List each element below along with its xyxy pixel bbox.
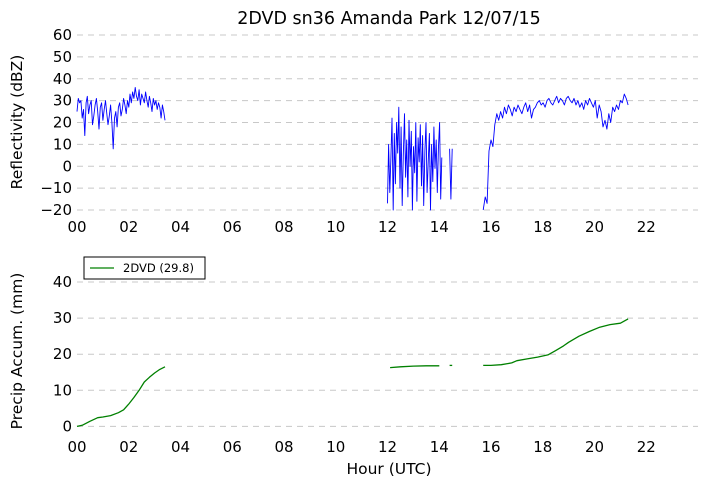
precip-line-segment bbox=[76, 366, 166, 428]
chart-title: 2DVD sn36 Amanda Park 12/07/15 bbox=[237, 9, 541, 29]
reflectivity-x-tick-label: 04 bbox=[171, 218, 190, 236]
reflectivity-x-tick-label: 00 bbox=[67, 218, 86, 236]
precip-x-ticks: 00 02 04 06 08 10 12 14 16 18 20 22 bbox=[67, 438, 655, 456]
reflectivity-y-tick-label: 20 bbox=[53, 114, 72, 132]
reflectivity-grid bbox=[77, 34, 698, 211]
precip-y-tick-label: 40 bbox=[53, 273, 72, 291]
reflectivity-y-axis-label: Reflectivity (dBZ) bbox=[8, 55, 26, 190]
reflectivity-line-segment bbox=[387, 106, 443, 211]
reflectivity-y-tick-label: 40 bbox=[53, 70, 72, 88]
legend-box bbox=[83, 256, 206, 280]
reflectivity-y-tick-label: 60 bbox=[53, 26, 72, 44]
precip-y-tick-label: 20 bbox=[53, 345, 72, 363]
reflectivity-x-tick-label: 10 bbox=[326, 218, 345, 236]
reflectivity-x-tick-label: 12 bbox=[378, 218, 397, 236]
reflectivity-y-tick-label: 30 bbox=[53, 92, 72, 110]
reflectivity-y-tick-label: 10 bbox=[53, 135, 72, 153]
reflectivity-x-tick-label: 22 bbox=[637, 218, 656, 236]
precip-panel: 0 10 20 30 40 00 02 04 06 08 10 12 14 16 18 20 22 Preci… bbox=[8, 256, 698, 478]
precip-y-tick-label: 0 bbox=[62, 417, 72, 435]
reflectivity-y-ticks: −20 −10 0 10 20 30 40 50 60 bbox=[40, 26, 72, 219]
precip-x-tick-label: 06 bbox=[223, 438, 242, 456]
reflectivity-x-tick-label: 14 bbox=[430, 218, 449, 236]
precip-line-segment bbox=[483, 318, 629, 367]
reflectivity-y-tick-label: −10 bbox=[40, 179, 72, 197]
precip-x-tick-label: 18 bbox=[533, 438, 552, 456]
reflectivity-x-tick-label: 20 bbox=[585, 218, 604, 236]
precip-x-tick-label: 20 bbox=[585, 438, 604, 456]
legend: 2DVD (29.8) bbox=[83, 256, 206, 280]
reflectivity-x-tick-label: 16 bbox=[481, 218, 500, 236]
precip-y-tick-label: 10 bbox=[53, 381, 72, 399]
reflectivity-y-tick-label: −20 bbox=[40, 201, 72, 219]
reflectivity-line-segment bbox=[482, 93, 629, 211]
precip-x-tick-label: 04 bbox=[171, 438, 190, 456]
reflectivity-y-tick-label: 50 bbox=[53, 48, 72, 66]
precip-x-tick-label: 16 bbox=[481, 438, 500, 456]
precip-y-tick-label: 30 bbox=[53, 309, 72, 327]
reflectivity-x-tick-label: 02 bbox=[119, 218, 138, 236]
x-axis-label: Hour (UTC) bbox=[346, 460, 431, 478]
reflectivity-x-tick-label: 08 bbox=[274, 218, 293, 236]
precip-y-axis-label: Precip Accum. (mm) bbox=[8, 273, 26, 430]
reflectivity-panel: 2DVD sn36 Amanda Park 12/07/15 −20 −10 0 10… bbox=[8, 9, 698, 236]
precip-x-tick-label: 02 bbox=[119, 438, 138, 456]
precip-y-ticks: 0 10 20 30 40 bbox=[53, 273, 72, 435]
reflectivity-line-segment bbox=[449, 148, 453, 200]
precip-grid bbox=[77, 281, 698, 427]
precip-x-tick-label: 12 bbox=[378, 438, 397, 456]
precip-x-tick-label: 00 bbox=[67, 438, 86, 456]
reflectivity-x-tick-label: 06 bbox=[223, 218, 242, 236]
reflectivity-y-tick-label: 0 bbox=[62, 157, 72, 175]
precip-x-tick-label: 10 bbox=[326, 438, 345, 456]
precip-line-segment bbox=[390, 365, 440, 369]
reflectivity-series bbox=[76, 87, 629, 211]
precip-x-tick-label: 14 bbox=[430, 438, 449, 456]
reflectivity-line-segment bbox=[76, 87, 166, 150]
precip-x-tick-label: 22 bbox=[637, 438, 656, 456]
reflectivity-x-ticks: 00 02 04 06 08 10 12 14 16 18 20 22 bbox=[67, 218, 655, 236]
precip-x-tick-label: 08 bbox=[274, 438, 293, 456]
legend-label: 2DVD (29.8) bbox=[123, 261, 194, 275]
precip-series bbox=[76, 318, 629, 428]
reflectivity-x-tick-label: 18 bbox=[533, 218, 552, 236]
